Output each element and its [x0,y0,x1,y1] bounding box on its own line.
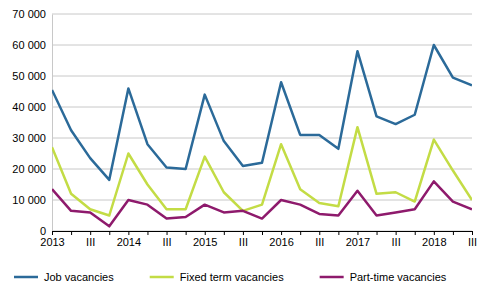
x-tick-label: III [315,236,324,248]
grid-line [52,76,472,77]
x-tick-label: 2015 [193,236,217,248]
x-tick-mark [147,231,148,235]
x-tick-mark [128,231,129,235]
legend-label: Job vacancies [44,271,114,283]
legend-swatch [320,276,344,279]
x-tick [300,231,301,235]
x-tick: 2014 [117,231,141,248]
x-tick-label: 2014 [117,236,141,248]
x-tick-label: 2016 [269,236,293,248]
x-tick-mark [472,231,473,235]
x-tick [147,231,148,235]
series-line [52,127,472,215]
x-tick-label: III [392,236,401,248]
x-tick: III [239,231,248,248]
y-axis: 010 00020 00030 00040 00050 00060 00070 … [12,8,52,237]
x-tick-mark [205,231,206,235]
x-tick [338,231,339,235]
x-tick-mark [90,231,91,235]
x-tick: 2013 [40,231,64,248]
x-axis: 2013 III 2014 III 2015 III 2016 III 2017 III 2018 I… [40,231,477,248]
x-tick-label: III [239,236,248,248]
x-tick-mark [415,231,416,235]
legend-label: Fixed term vacancies [180,271,284,283]
x-tick-mark [243,231,244,235]
grid-line [52,169,472,170]
x-tick-mark [357,231,358,235]
y-tick-label: 40 000 [12,101,46,113]
x-tick-mark [338,231,339,235]
x-tick-label: 2013 [40,236,64,248]
x-tick-mark [453,231,454,235]
x-tick-label: 2017 [346,236,370,248]
y-tick: 30 000 [12,132,52,144]
grid-line [52,138,472,139]
y-tick-label: 20 000 [12,163,46,175]
x-tick-mark [71,231,72,235]
series-line [52,181,472,226]
legend-item: Part-time vacancies [320,271,447,283]
x-tick [453,231,454,235]
legend-swatch [14,276,38,279]
x-tick: III [162,231,171,248]
x-tick: III [468,231,477,248]
y-tick: 40 000 [12,101,52,113]
x-tick-mark [109,231,110,235]
y-tick: 50 000 [12,70,52,82]
x-tick: III [392,231,401,248]
x-tick [377,231,378,235]
x-tick-mark [186,231,187,235]
y-tick: 20 000 [12,163,52,175]
x-tick [186,231,187,235]
legend: Job vacancies Fixed term vacancies Part-ti… [14,271,447,283]
x-tick-mark [281,231,282,235]
y-tick-label: 50 000 [12,70,46,82]
y-tick-label: 70 000 [12,8,46,20]
x-tick: 2015 [193,231,217,248]
x-tick-label: III [468,236,477,248]
plot: 010 00020 00030 00040 00050 00060 00070 … [12,8,477,248]
x-tick-mark [262,231,263,235]
x-tick-mark [396,231,397,235]
x-tick-label: III [162,236,171,248]
y-tick: 70 000 [12,8,52,20]
x-tick-mark [224,231,225,235]
legend-swatch [150,276,174,279]
grid-line [52,107,472,108]
legend-item: Fixed term vacancies [150,271,284,283]
legend-item: Job vacancies [14,271,114,283]
x-tick: 2018 [422,231,446,248]
chart: 010 00020 00030 00040 00050 00060 00070 … [0,0,491,303]
x-tick [415,231,416,235]
x-tick [224,231,225,235]
grid [52,14,472,231]
x-tick-mark [52,231,53,235]
x-tick: III [86,231,95,248]
x-tick: 2017 [346,231,370,248]
y-tick-label: 30 000 [12,132,46,144]
x-tick-mark [377,231,378,235]
y-tick-label: 60 000 [12,39,46,51]
y-tick: 60 000 [12,39,52,51]
x-tick-mark [167,231,168,235]
x-tick-mark [434,231,435,235]
legend-label: Part-time vacancies [350,271,447,283]
x-tick: III [315,231,324,248]
x-tick-label: 2018 [422,236,446,248]
grid-line [52,45,472,46]
x-tick [71,231,72,235]
y-tick-label: 10 000 [12,194,46,206]
x-axis-line [53,232,473,236]
x-tick [109,231,110,235]
lines [52,45,472,226]
x-tick-mark [300,231,301,235]
x-tick-label: III [86,236,95,248]
series-line [52,45,472,180]
grid-line [52,14,472,15]
y-axis-line [52,15,53,232]
x-tick-mark [319,231,320,235]
y-tick: 10 000 [12,194,52,206]
x-tick [262,231,263,235]
x-tick: 2016 [269,231,293,248]
